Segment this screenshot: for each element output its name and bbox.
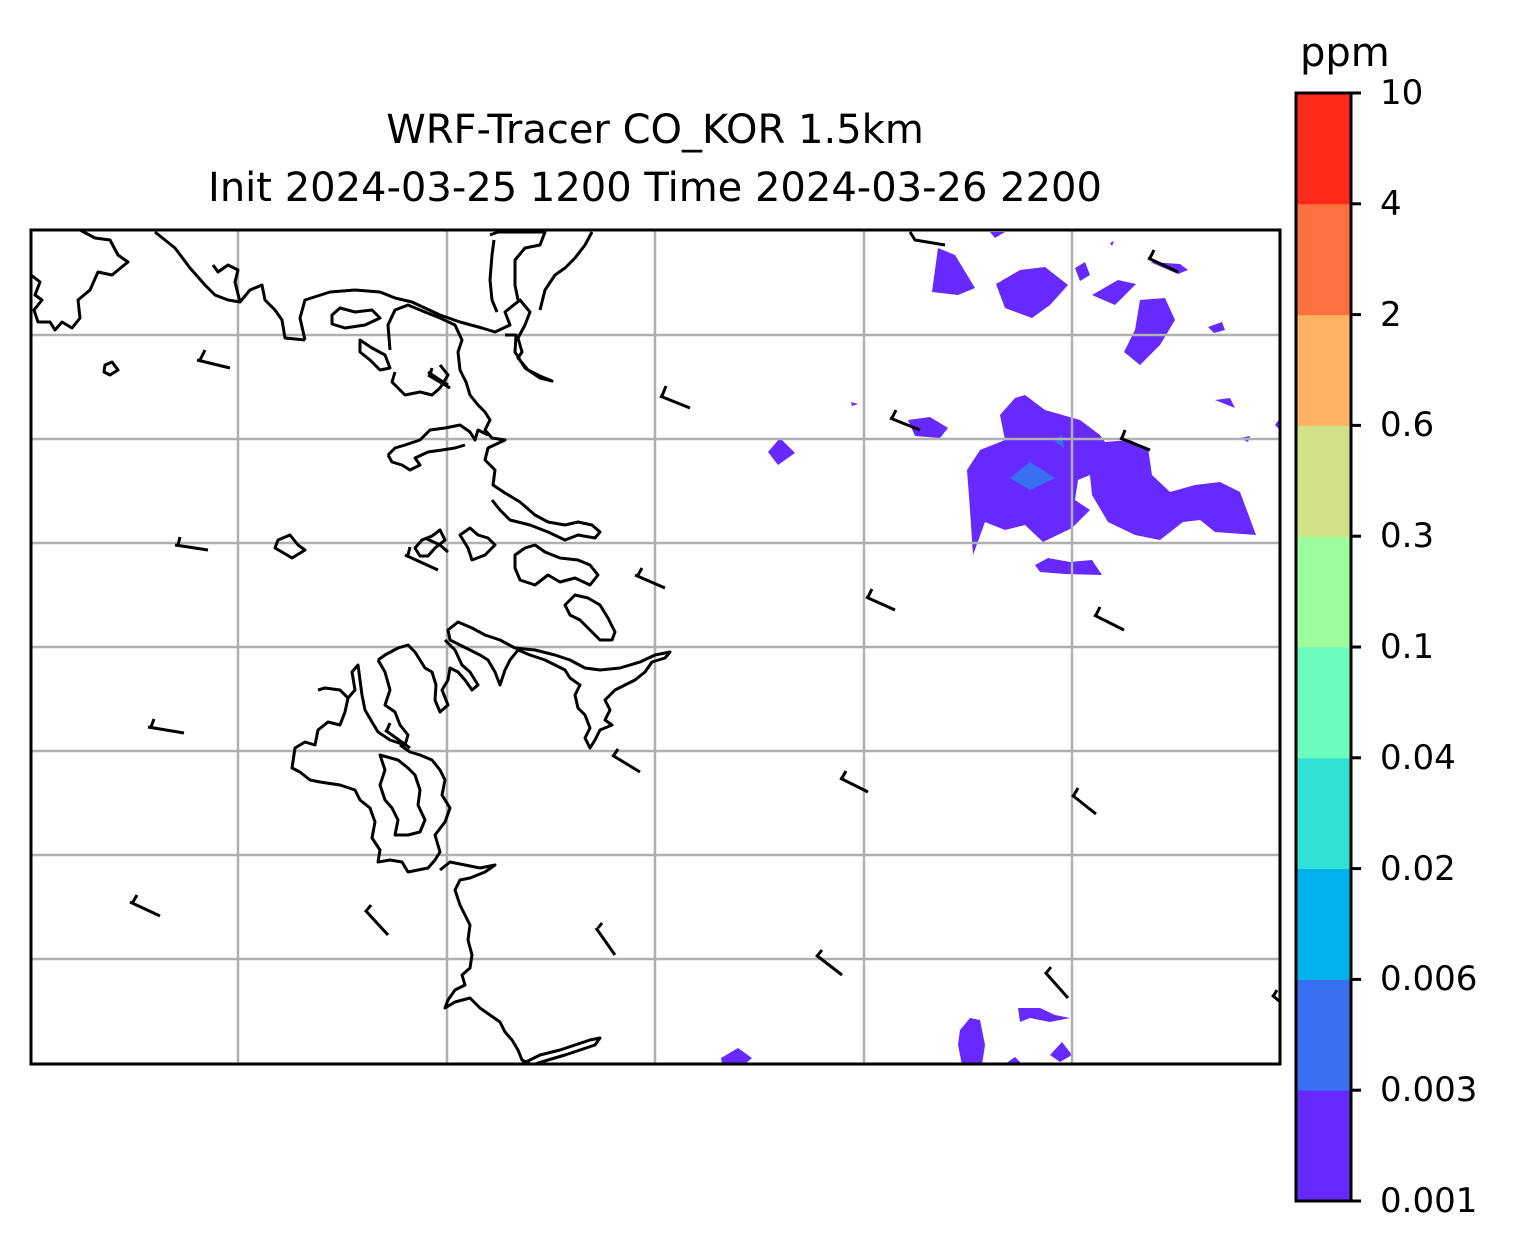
colorbar-segment — [1296, 536, 1351, 648]
coastlines — [31, 230, 946, 1064]
colorbar-tick-label: 0.04 — [1380, 737, 1456, 778]
map-title-line1: WRF-Tracer CO_KOR 1.5km — [386, 107, 924, 153]
colorbar-tick-label: 0.02 — [1380, 848, 1456, 889]
colorbar-segment — [1296, 425, 1351, 537]
colorbar-unit-label: ppm — [1300, 30, 1390, 76]
colorbar-tick-label: 0.1 — [1380, 627, 1435, 667]
colorbar-segment — [1296, 647, 1351, 759]
map-gridlines — [31, 230, 1280, 1064]
colorbar-segment — [1296, 979, 1351, 1091]
colorbar-segment — [1296, 93, 1351, 205]
wind-barbs — [129, 249, 1280, 1004]
colorbar-segment — [1296, 203, 1351, 316]
colorbar-tick-label: 0.003 — [1380, 1070, 1478, 1111]
colorbar-tick-label: 0.3 — [1380, 516, 1435, 557]
map-frame — [29, 228, 1282, 1066]
map-plot-area — [31, 230, 1280, 1064]
colorbar-segment — [1296, 314, 1351, 426]
colorbar-ticks — [1351, 91, 1361, 1203]
tracer-concentration-fill — [721, 232, 1280, 1064]
tracer-peak-fill — [1010, 434, 1064, 490]
colorbar-tick-label: 0.006 — [1380, 959, 1478, 1000]
colorbar-tick-label: 0.6 — [1380, 405, 1435, 446]
colorbar-tick-label: 2 — [1380, 294, 1402, 335]
map-title-line2: Init 2024-03-25 1200 Time 2024-03-26 220… — [208, 165, 1102, 211]
colorbar — [1296, 93, 1351, 1202]
colorbar-tick-label: 10 — [1380, 73, 1424, 113]
colorbar-segment — [1296, 1090, 1351, 1202]
colorbar-tick-label: 4 — [1380, 183, 1402, 224]
colorbar-segment — [1296, 757, 1351, 870]
colorbar-tick-label: 0.001 — [1380, 1181, 1478, 1221]
colorbar-segment — [1296, 868, 1351, 980]
